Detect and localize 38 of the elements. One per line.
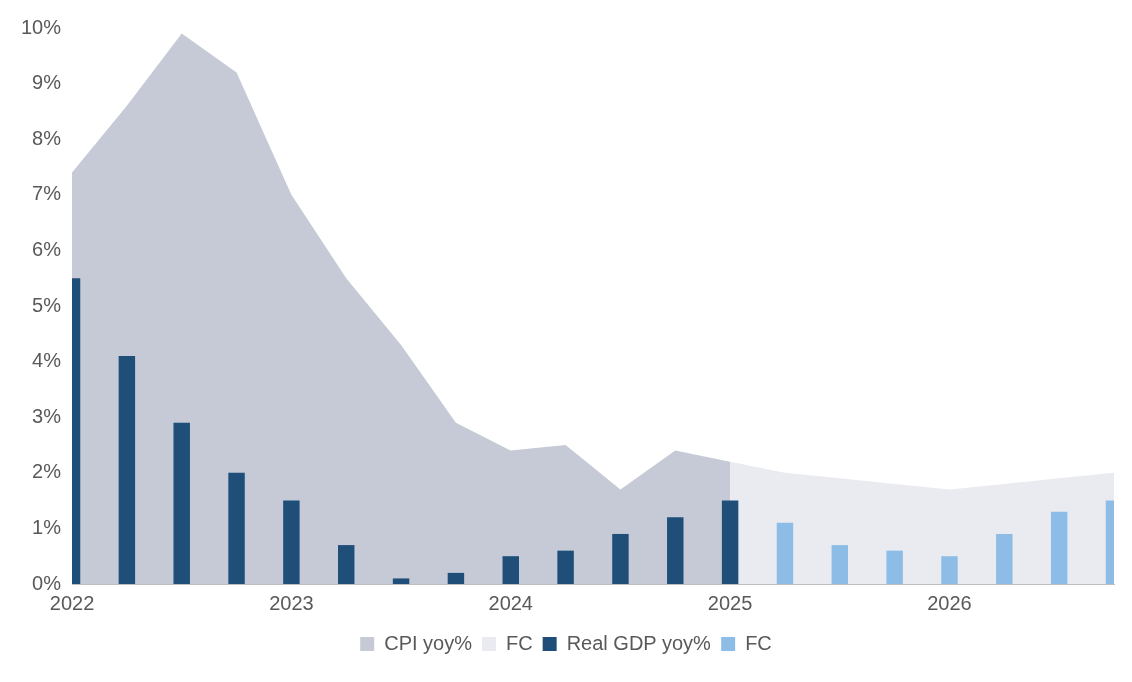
bar (1050, 511, 1068, 584)
y-tick-label: 6% (32, 237, 62, 260)
legend-label: CPI yoy% (384, 631, 473, 654)
bar (557, 550, 574, 584)
bar (667, 517, 684, 584)
bar (996, 533, 1013, 584)
y-tick-label: 3% (32, 404, 62, 427)
bar (173, 422, 190, 584)
y-tick-label: 0% (32, 571, 62, 594)
bar (831, 545, 849, 584)
bar (447, 572, 465, 584)
bar (721, 500, 739, 584)
legend-label: Real GDP yoy% (566, 631, 711, 654)
y-tick-label: 2% (32, 460, 62, 483)
bar (392, 578, 410, 584)
y-tick-label: 4% (32, 349, 62, 372)
bar (283, 500, 300, 584)
bar (228, 472, 245, 584)
bar (338, 545, 355, 584)
y-tick-label: 10% (21, 15, 62, 38)
x-tick-label: 2022 (49, 591, 95, 614)
y-tick-label: 1% (32, 515, 62, 538)
bar (776, 522, 794, 584)
x-tick-label: 2026 (927, 591, 972, 614)
bar (502, 556, 519, 584)
bar (612, 533, 629, 584)
y-tick-label: 7% (32, 182, 62, 205)
legend-label: FC (506, 631, 533, 654)
legend-label: FC (745, 631, 772, 654)
bar (118, 356, 136, 584)
x-tick-label: 2025 (707, 591, 753, 614)
bar (886, 550, 903, 584)
x-tick-label: 2024 (488, 591, 533, 614)
x-tick-label: 2023 (269, 591, 314, 614)
y-tick-label: 8% (32, 126, 62, 149)
y-tick-label: 5% (32, 293, 62, 316)
y-tick-label: 9% (32, 71, 62, 94)
bar (941, 556, 958, 584)
